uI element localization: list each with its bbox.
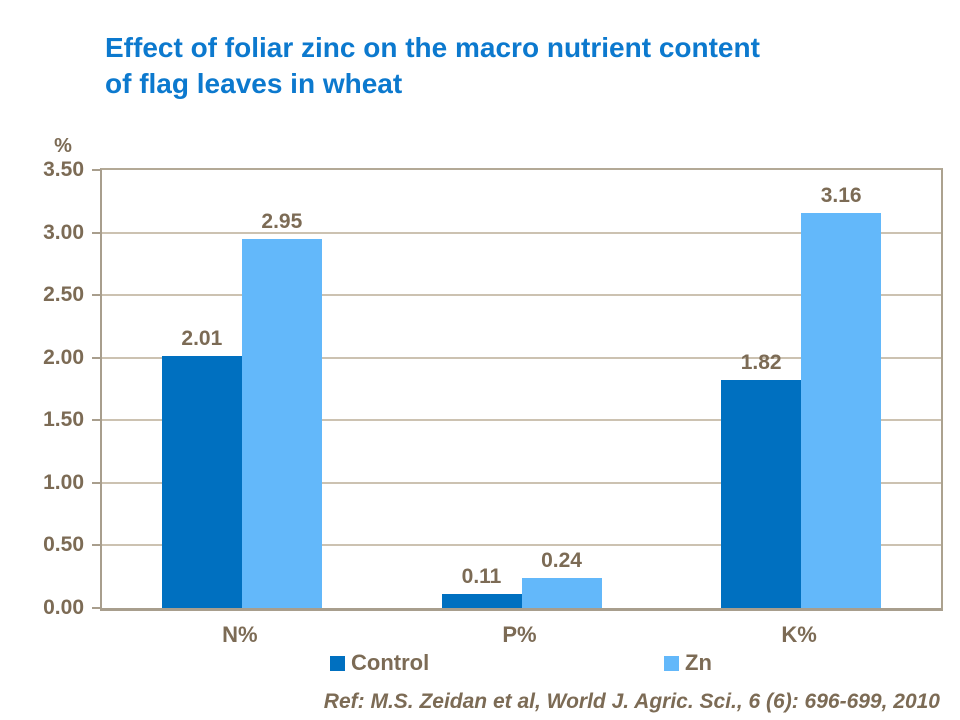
chart-title: Effect of foliar zinc on the macro nutri… [105, 30, 885, 102]
y-tick-mark [92, 294, 101, 297]
legend-label-zn: Zn [685, 650, 712, 675]
y-tick-mark [92, 481, 101, 484]
legend-swatch-zn-icon [664, 655, 679, 671]
y-axis-unit-label: % [54, 135, 72, 157]
bar-zn-N [241, 238, 322, 608]
y-tick-mark [92, 419, 101, 422]
y-tick-label: 1.00 [43, 470, 84, 494]
y-tick-label: 1.50 [43, 408, 84, 432]
y-tick-label: 2.00 [43, 345, 84, 369]
y-tick-label: 0.50 [43, 533, 84, 557]
y-tick-mark [92, 169, 101, 171]
y-tick-mark [92, 544, 101, 547]
y-tick-label: 3.00 [43, 220, 84, 244]
y-tick-label: 2.50 [43, 283, 84, 307]
legend-label-control: Control [351, 650, 430, 675]
x-category-label: K% [781, 622, 817, 647]
legend: Control Zn [0, 649, 960, 677]
legend-swatch-control-icon [330, 655, 345, 671]
y-tick-mark [92, 356, 101, 359]
chart-title-line2: of flag leaves in wheat [105, 68, 403, 99]
bar-zn-P [521, 577, 602, 608]
bar-control-N [161, 356, 242, 608]
bar-value-label: 2.01 [181, 327, 223, 351]
gridline [102, 294, 941, 297]
legend-item-zn: Zn [664, 649, 712, 677]
legend-item-control: Control [330, 649, 429, 677]
y-tick-mark [92, 231, 101, 234]
bar-value-label: 0.24 [541, 548, 582, 572]
x-category-label: N% [222, 622, 258, 647]
x-category-label: P% [502, 622, 537, 647]
bar-zn-K [801, 212, 882, 608]
reference-citation: Ref: M.S. Zeidan et al, World J. Agric. … [323, 690, 940, 713]
bar-value-label: 2.95 [261, 209, 303, 233]
gridline [102, 231, 941, 234]
y-tick-label: 0.00 [43, 596, 84, 619]
chart-title-line1: Effect of foliar zinc on the macro nutri… [105, 32, 760, 63]
gridline [102, 544, 941, 547]
y-tick-label: 3.50 [43, 158, 84, 181]
x-axis-labels: N% P% K% [100, 622, 939, 650]
gridline [102, 481, 941, 484]
bar-value-label: 1.82 [740, 351, 782, 375]
plot-area: 2.01 2.95 0.11 0.24 1.82 3.16 [100, 168, 943, 611]
bar-control-P [441, 594, 522, 608]
bar-control-K [721, 380, 802, 608]
gridline [102, 356, 941, 359]
bar-value-label: 0.11 [461, 565, 502, 589]
gridline [102, 419, 941, 422]
y-tick-mark [92, 607, 101, 609]
bar-value-label: 3.16 [820, 183, 862, 207]
